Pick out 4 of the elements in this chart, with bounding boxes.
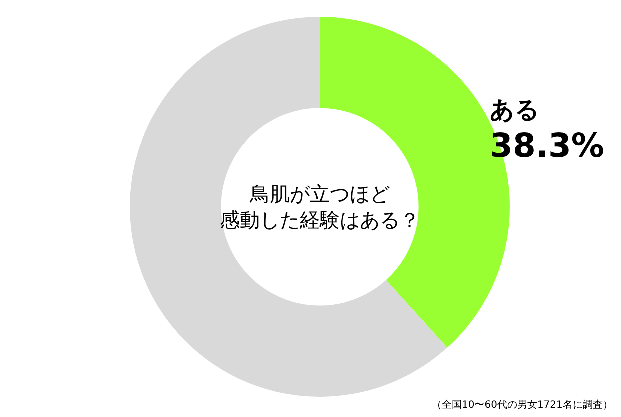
text: （全国10〜60代の男女1721名に調査） [432, 399, 613, 411]
text: 鳥肌が立つほど感動した経験はある？ [220, 182, 420, 232]
slice-label: ある [490, 96, 540, 124]
donut-slice [130, 17, 448, 397]
